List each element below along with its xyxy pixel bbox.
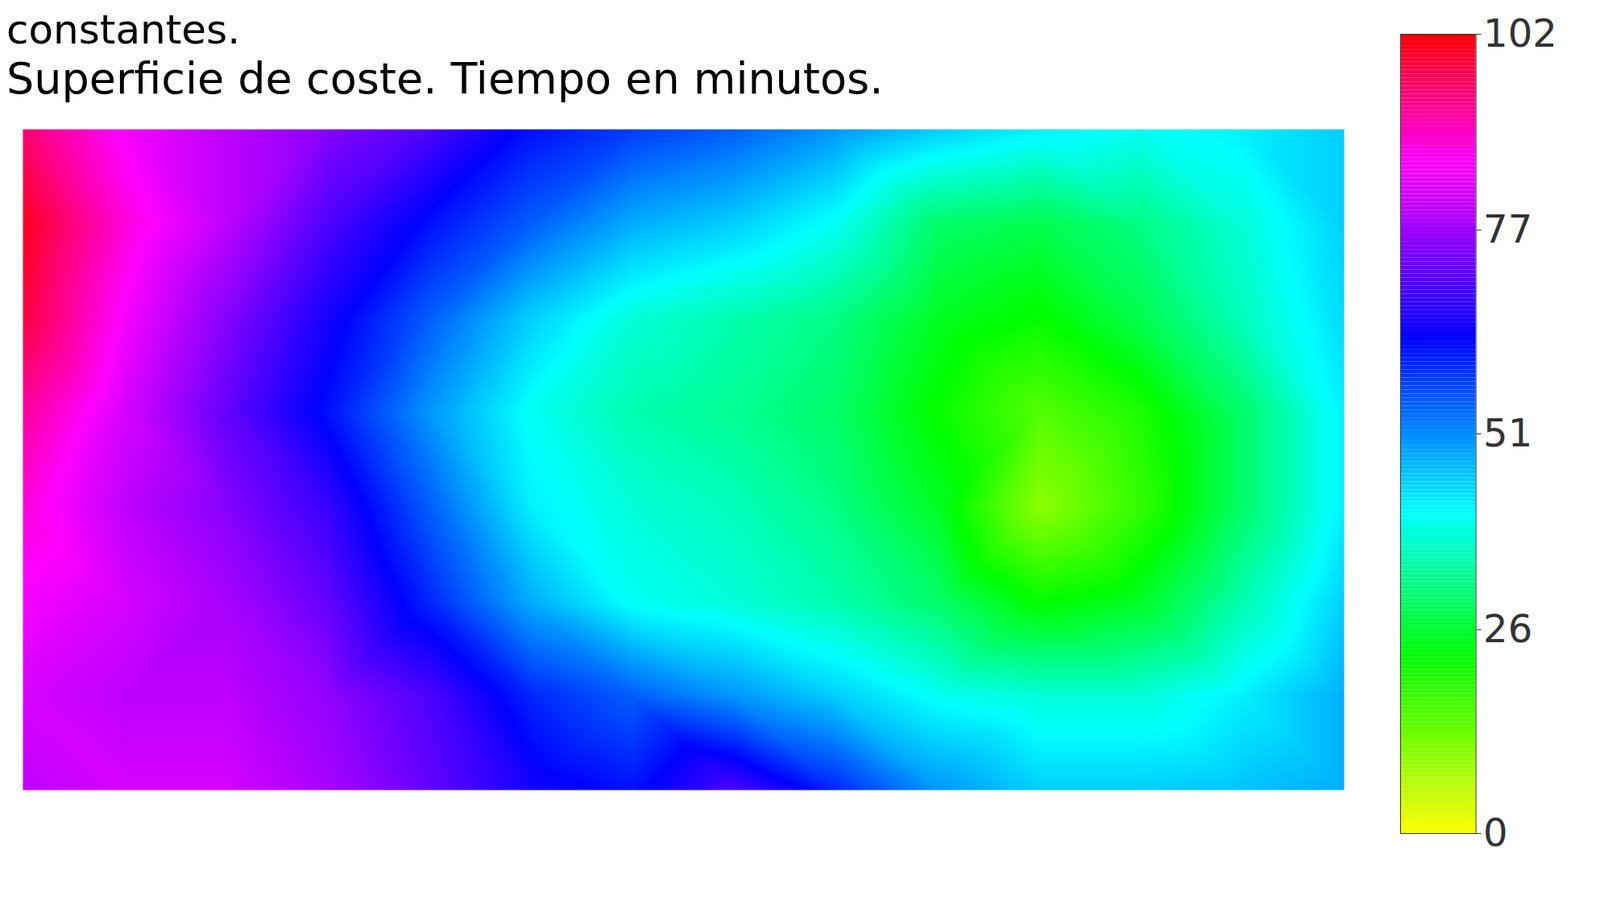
svg-text:77: 77 xyxy=(1483,206,1533,252)
svg-text:51: 51 xyxy=(1483,410,1533,456)
html-text:constantes.: constantes. xyxy=(6,6,241,54)
html-text:Superficie de coste. Tiempo en: Superficie de coste. Tiempo en minutos. xyxy=(6,53,884,104)
svg-text:102: 102 xyxy=(1483,10,1558,56)
svg-text:26: 26 xyxy=(1483,605,1533,651)
svg-text:0: 0 xyxy=(1483,809,1509,855)
